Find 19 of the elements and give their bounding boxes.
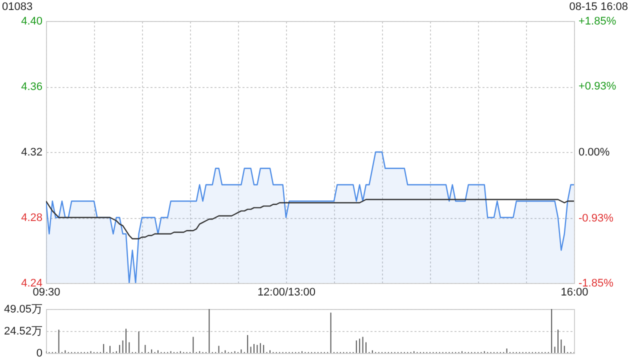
y-tick-label: 4.24 [21, 278, 42, 290]
line-series [46, 198, 574, 240]
x-tick-label: 09:30 [32, 286, 60, 298]
y2-tick-label: 0.00% [578, 146, 610, 158]
y2-tick-label: +1.85% [578, 16, 616, 28]
text: 08-15 16:08 [569, 1, 628, 13]
x-tick-label: 12:00/13:00 [257, 286, 316, 298]
y-tick-label: 24.52万 [4, 326, 42, 338]
y2-tick-label: -0.93% [578, 212, 614, 224]
chart-title: 01083 [2, 1, 33, 13]
x-tick-label: 16:00 [560, 286, 588, 298]
y-tick-label: 49.05万 [4, 304, 42, 316]
y-tick-label: 4.40 [21, 16, 42, 28]
y-tick-label: 0 [36, 348, 42, 360]
y-tick-label: 4.36 [21, 81, 42, 93]
y2-tick-label: -1.85% [578, 278, 614, 290]
y-tick-label: 4.28 [21, 212, 42, 224]
y2-tick-label: +0.93% [578, 80, 616, 93]
y-tick-label: 4.32 [21, 146, 42, 158]
